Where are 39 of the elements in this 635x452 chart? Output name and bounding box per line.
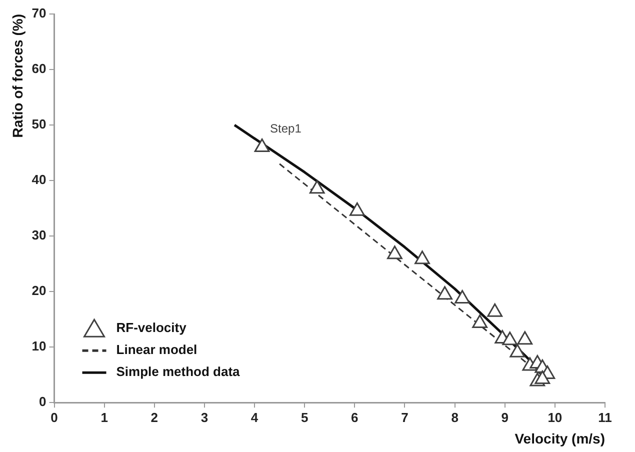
y-tick-label: 30: [32, 228, 46, 243]
point: [487, 303, 503, 317]
legend-label: RF-velocity: [116, 320, 188, 336]
x-tick-label: 6: [351, 410, 358, 425]
point: [349, 202, 365, 216]
x-tick-label: 4: [250, 410, 259, 425]
x-tick-label: 5: [300, 410, 308, 425]
x-tick-label: 11: [598, 410, 612, 425]
y-tick-label: 60: [32, 61, 46, 76]
x-tick-label: 2: [150, 410, 158, 425]
x-tick-label: 0: [50, 410, 58, 425]
y-tick-label: 0: [39, 394, 46, 410]
legend-label: Simple method data: [116, 364, 241, 380]
y-tick-label: 10: [32, 338, 46, 354]
x-tick-label: 8: [451, 410, 458, 425]
x-axis-title: Velocity (m/s): [514, 430, 605, 446]
point: [414, 250, 430, 264]
annotation: Step1: [270, 122, 302, 136]
point: [534, 370, 550, 384]
point: [254, 138, 270, 152]
point: [309, 180, 325, 194]
y-tick-label: 20: [32, 283, 46, 298]
point: [437, 286, 452, 300]
point: [510, 344, 526, 358]
x-tick-label: 1: [100, 410, 108, 425]
point: [454, 290, 470, 304]
y-tick-label: 40: [32, 172, 46, 188]
legend-label: Linear model: [116, 342, 198, 358]
x-tick-label: 9: [501, 410, 508, 425]
x-tick-label: 7: [401, 410, 408, 425]
y-tick-label: 70: [32, 6, 46, 21]
point: [517, 331, 533, 345]
x-tick-label: 3: [200, 410, 208, 425]
point: [472, 314, 488, 328]
x-tick-label: 10: [548, 410, 562, 425]
point: [502, 332, 518, 346]
y-tick-label: 50: [32, 116, 46, 132]
y-axis-title: Ratio of forces (%): [9, 14, 26, 138]
point: [387, 246, 402, 260]
